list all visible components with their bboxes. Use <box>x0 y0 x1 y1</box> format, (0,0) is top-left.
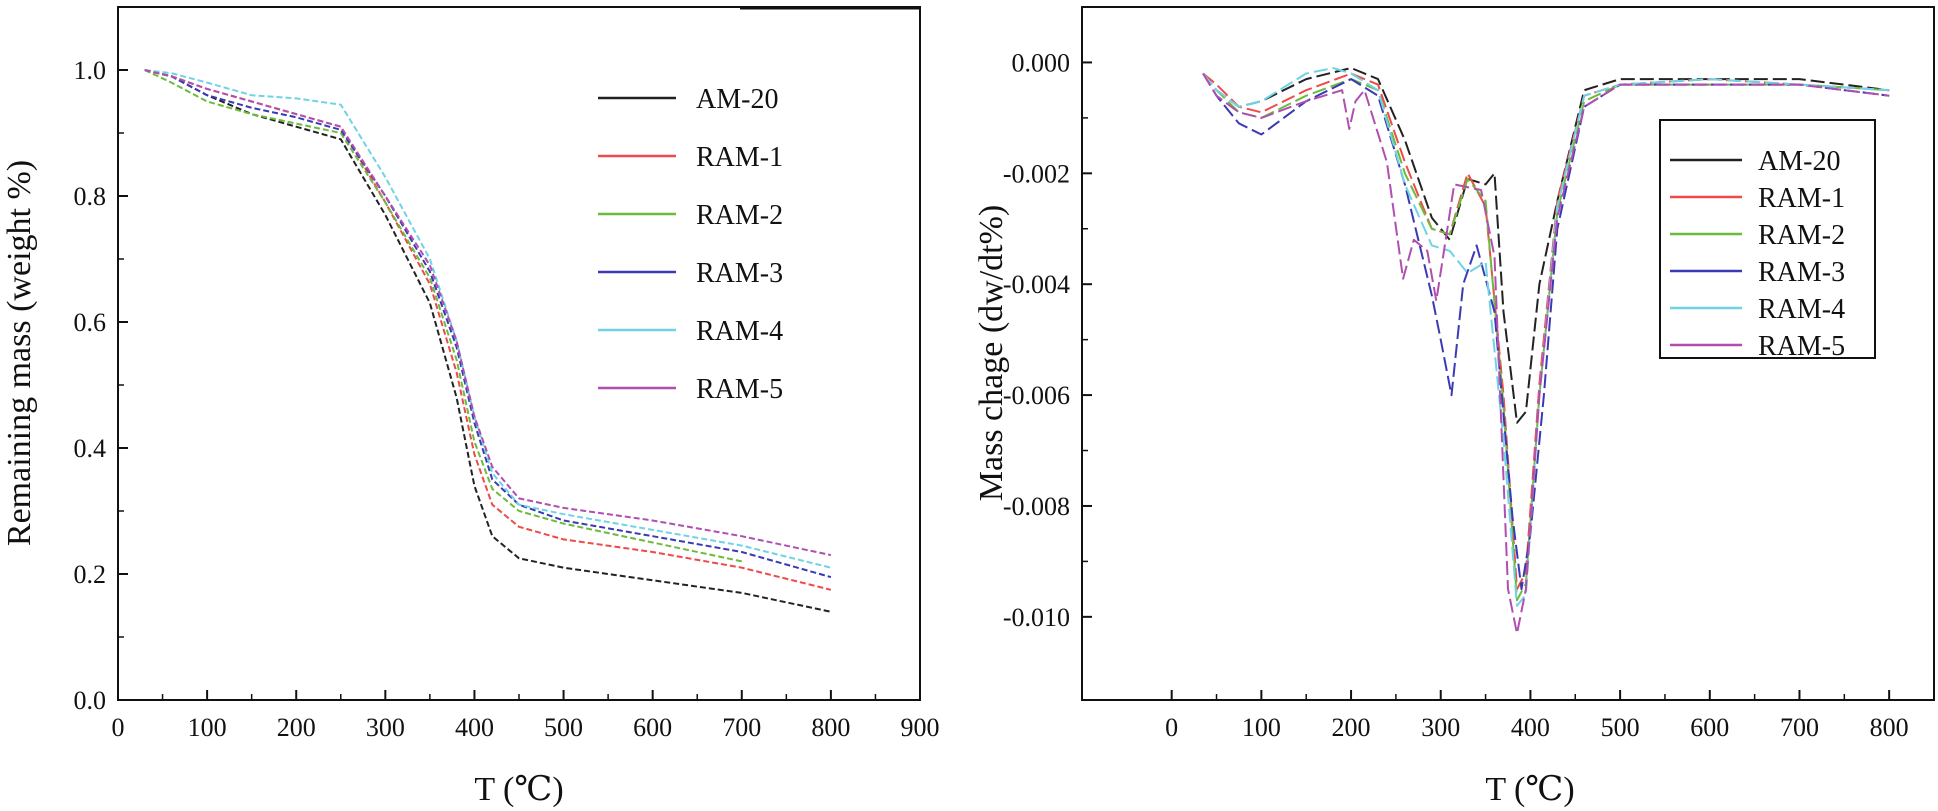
left-y-tick-label: 0.2 <box>74 560 107 589</box>
right-x-tick-label: 700 <box>1780 713 1819 742</box>
left-y-tick-label: 0.6 <box>74 308 107 337</box>
left-x-tick-label: 700 <box>722 713 761 742</box>
left-x-tick-label: 200 <box>277 713 316 742</box>
left-x-tick-label: 300 <box>366 713 405 742</box>
series-line-ram-5 <box>144 69 832 557</box>
right-legend: AM-20 RAM-1 RAM-2 RAM-3 RAM-4 RAM-5 <box>1659 119 1876 362</box>
right-series-group <box>1202 67 1890 635</box>
right-x-tick-label: 500 <box>1601 713 1640 742</box>
left-y-axis: 0.0 0.2 0.4 0.6 0.8 1.0 <box>74 56 128 715</box>
legend-label-ram-5: RAM-5 <box>696 374 783 405</box>
left-x-tick-label: 100 <box>188 713 227 742</box>
legend-label-ram-2: RAM-2 <box>1758 220 1845 251</box>
left-x-axis: 0 100 200 300 400 500 600 700 800 900 <box>112 690 940 742</box>
legend-label-ram-5: RAM-5 <box>1758 331 1845 362</box>
series-line-ram-5 <box>1202 72 1890 635</box>
right-x-tick-label: 400 <box>1511 713 1550 742</box>
series-line-ram-4 <box>144 69 832 569</box>
right-y-tick-label: -0.008 <box>1003 492 1070 521</box>
left-x-tick-label: 900 <box>901 713 940 742</box>
series-line-ram-4 <box>1202 67 1890 607</box>
legend-label-ram-4: RAM-4 <box>696 316 783 347</box>
left-y-tick-label: 0.0 <box>74 686 107 715</box>
left-legend: AM-20 RAM-1 RAM-2 RAM-3 RAM-4 RAM-5 <box>598 84 783 405</box>
legend-label-ram-3: RAM-3 <box>1758 257 1845 288</box>
right-y-tick-label: -0.002 <box>1003 159 1070 188</box>
legend-label-ram-3: RAM-3 <box>696 258 783 289</box>
left-y-tick-label: 1.0 <box>74 56 107 85</box>
series-line-am-20 <box>1202 67 1890 424</box>
right-x-axis-title: T (℃) <box>1485 771 1574 808</box>
left-x-tick-label: 0 <box>112 713 125 742</box>
series-line-ram-2 <box>144 69 743 563</box>
right-plot-frame <box>1081 6 1935 701</box>
legend-label-am-20: AM-20 <box>696 84 778 115</box>
left-x-tick-label: 500 <box>544 713 583 742</box>
series-line-am-20 <box>144 69 832 613</box>
left-x-axis-title: T (℃) <box>474 771 563 808</box>
right-x-tick-label: 0 <box>1165 713 1178 742</box>
right-x-tick-label: 300 <box>1421 713 1460 742</box>
right-x-tick-label: 200 <box>1332 713 1371 742</box>
legend-label-ram-1: RAM-1 <box>1758 183 1845 214</box>
right-y-tick-label: 0.000 <box>1012 48 1071 77</box>
left-y-axis-title: Remaining mass (weight %) <box>1 160 38 546</box>
right-x-tick-label: 600 <box>1690 713 1729 742</box>
right-y-axis-title: Mass chage (dw/dt%) <box>973 205 1010 501</box>
legend-label-ram-2: RAM-2 <box>696 200 783 231</box>
right-y-tick-label: -0.006 <box>1003 381 1070 410</box>
right-y-tick-label: -0.004 <box>1003 270 1070 299</box>
right-y-axis: 0.000 -0.002 -0.004 -0.006 -0.008 -0.010 <box>1003 48 1092 632</box>
left-series-group <box>144 69 832 613</box>
right-x-axis: 0 100 200 300 400 500 600 700 800 <box>1165 690 1909 742</box>
right-x-tick-label: 800 <box>1870 713 1909 742</box>
right-y-tick-label: -0.010 <box>1003 603 1070 632</box>
series-line-ram-1 <box>144 69 832 591</box>
legend-label-ram-1: RAM-1 <box>696 142 783 173</box>
right-x-tick-label: 100 <box>1242 713 1281 742</box>
dtg-chart: 0 100 200 300 400 500 600 700 800 0.000 -0.002 -0.… <box>973 6 1935 808</box>
left-x-tick-label: 600 <box>633 713 672 742</box>
legend-label-ram-4: RAM-4 <box>1758 294 1845 325</box>
legend-label-am-20: AM-20 <box>1758 146 1840 177</box>
series-line-ram-3 <box>144 69 832 579</box>
left-x-tick-label: 800 <box>811 713 850 742</box>
left-x-tick-label: 400 <box>455 713 494 742</box>
left-y-tick-label: 0.4 <box>74 434 107 463</box>
tga-chart: 0 100 200 300 400 500 600 700 800 900 0.00.20.40.… <box>1 6 940 808</box>
left-y-tick-label: 0.8 <box>74 182 107 211</box>
